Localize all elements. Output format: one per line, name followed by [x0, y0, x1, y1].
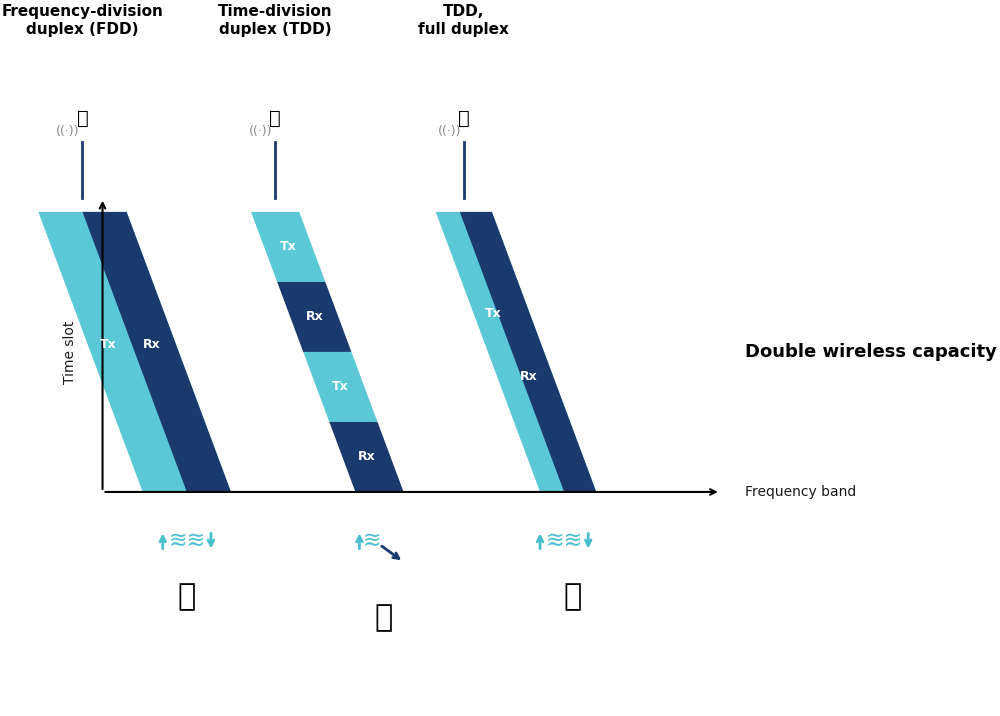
Polygon shape [277, 282, 351, 352]
Text: ≋≋: ≋≋ [546, 531, 583, 551]
Text: Tx: Tx [280, 241, 297, 253]
Text: Frequency-division
duplex (FDD): Frequency-division duplex (FDD) [2, 4, 163, 37]
Text: ≋: ≋ [362, 531, 381, 551]
Text: Time slot: Time slot [63, 320, 77, 384]
Polygon shape [329, 422, 404, 492]
Text: Rx: Rx [305, 311, 323, 324]
Polygon shape [303, 352, 378, 422]
Polygon shape [38, 212, 231, 492]
Text: ((·)): ((·)) [438, 125, 461, 138]
Text: Rx: Rx [358, 450, 375, 463]
Text: ((·)): ((·)) [249, 125, 272, 138]
Text: TDD,
full duplex: TDD, full duplex [418, 4, 509, 37]
Text: 📱: 📱 [374, 604, 393, 632]
Text: Tx: Tx [100, 339, 116, 352]
Polygon shape [436, 212, 596, 492]
Text: ≋≋: ≋≋ [168, 531, 205, 551]
Text: Double wireless capacity: Double wireless capacity [745, 343, 997, 361]
Text: ((·)): ((·)) [56, 125, 80, 138]
Text: Tx: Tx [485, 307, 502, 320]
Text: 📱: 📱 [178, 583, 196, 611]
Text: 📡: 📡 [269, 109, 281, 128]
Text: Rx: Rx [143, 339, 161, 352]
Polygon shape [251, 212, 325, 282]
Polygon shape [82, 212, 231, 492]
Text: Time-division
duplex (TDD): Time-division duplex (TDD) [218, 4, 332, 37]
Text: 📱: 📱 [563, 583, 581, 611]
Text: Rx: Rx [520, 370, 538, 383]
Text: Tx: Tx [332, 380, 349, 393]
Text: 📡: 📡 [77, 109, 88, 128]
Text: Frequency band: Frequency band [745, 485, 856, 499]
Polygon shape [460, 212, 596, 492]
Text: 📡: 📡 [458, 109, 470, 128]
